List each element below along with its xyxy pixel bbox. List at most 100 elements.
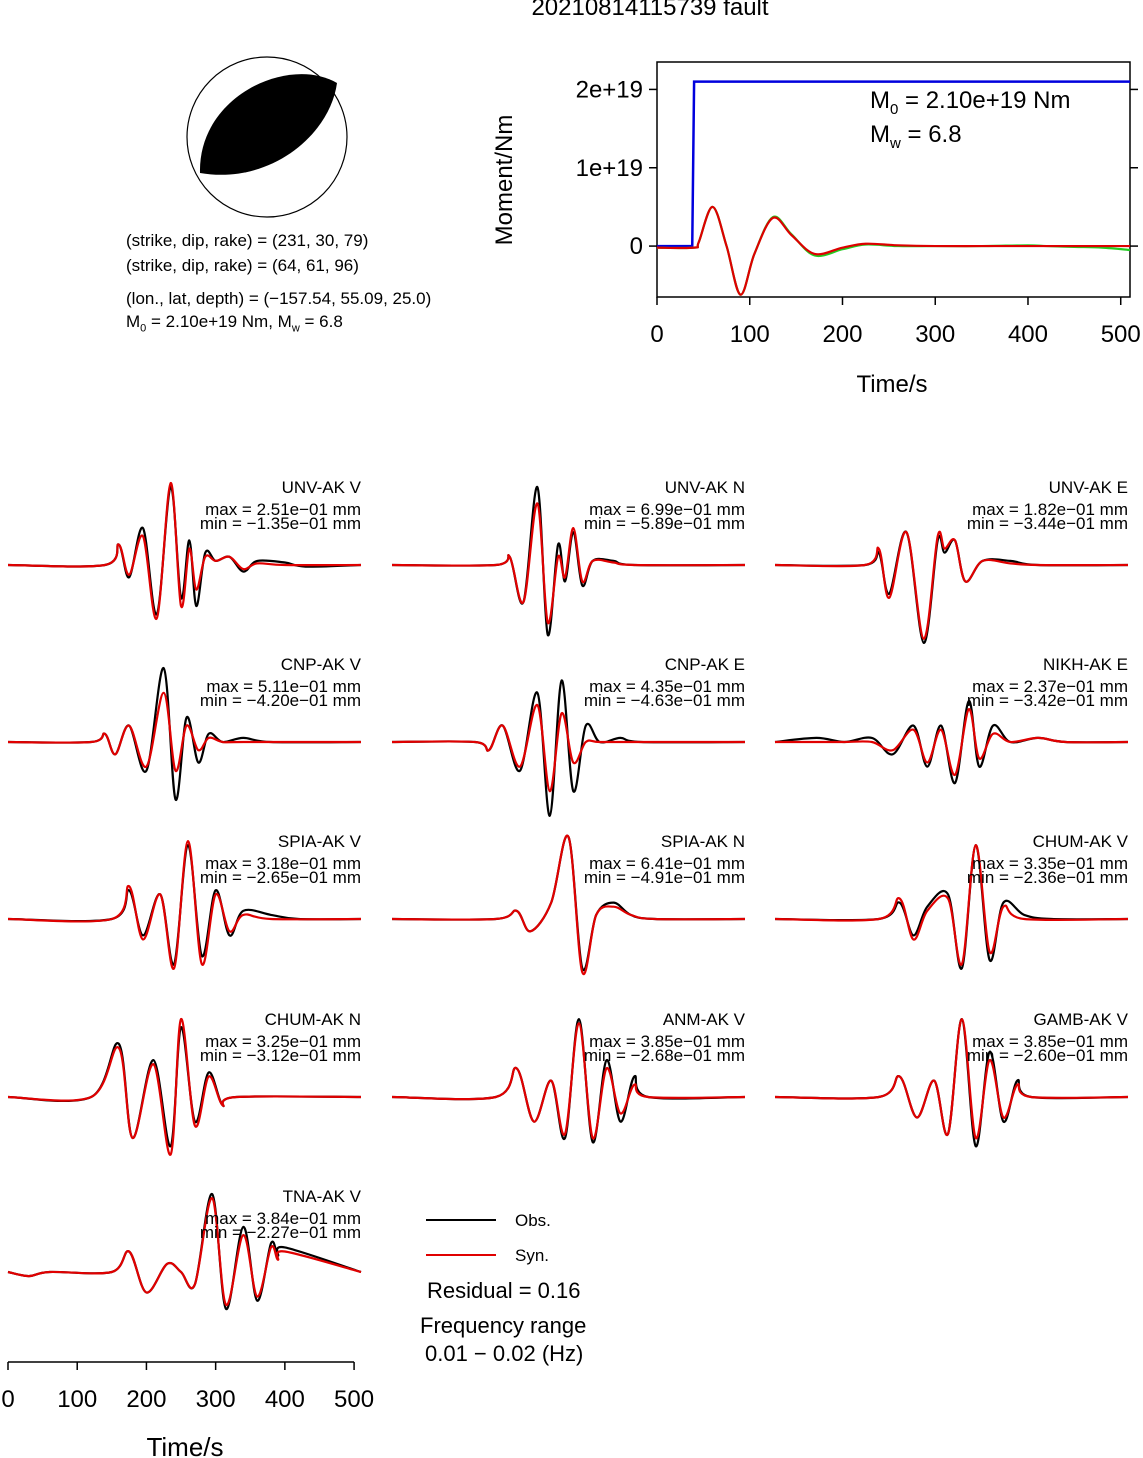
synthetic-waveform bbox=[7, 1197, 362, 1306]
station-name: UNV-AK N bbox=[665, 478, 745, 497]
station-min: min = −3.44e−01 mm bbox=[967, 514, 1128, 533]
synthetic-waveform bbox=[7, 481, 362, 620]
station-min: min = −2.27e−01 mm bbox=[200, 1223, 361, 1242]
station-name: CNP-AK V bbox=[281, 655, 362, 674]
observed-waveform bbox=[774, 530, 1129, 645]
station-name: UNV-AK E bbox=[1049, 478, 1128, 497]
bottom-x-tick-label: 300 bbox=[196, 1386, 236, 1413]
moment-y-tick-label: 1e+19 bbox=[576, 155, 643, 182]
station-name: GAMB-AK V bbox=[1034, 1010, 1129, 1029]
synthetic-waveform bbox=[774, 844, 1129, 966]
station-min: min = −2.65e−01 mm bbox=[200, 868, 361, 887]
station-max: max = 3.35e−01 mm bbox=[972, 854, 1128, 873]
moment-annotation-m0: M0 = 2.10e+19 Nm bbox=[870, 87, 1070, 118]
frequency-range-value: 0.01 − 0.02 (Hz) bbox=[425, 1341, 584, 1366]
moment-y-axis-label: Moment/Nm bbox=[491, 115, 518, 246]
synthetic-waveform bbox=[7, 691, 361, 772]
synthetic-waveform bbox=[7, 839, 362, 970]
bottom-time-axis: Time/s 0 100 200 300 400 500 bbox=[1, 1361, 374, 1458]
bottom-x-axis-label: Time/s bbox=[146, 1432, 223, 1458]
station-name: CNP-AK E bbox=[665, 655, 745, 674]
beachball-compressional-quadrant bbox=[199, 74, 337, 175]
moment-y-tick-label: 2e+19 bbox=[576, 76, 643, 103]
station-max: max = 4.35e−01 mm bbox=[589, 677, 745, 696]
moment-x-tick-label: 100 bbox=[730, 321, 770, 348]
station-min: min = −4.20e−01 mm bbox=[200, 691, 361, 710]
mechanism-location: (lon., lat, depth) = (−157.54, 55.09, 25… bbox=[126, 289, 432, 308]
moment-x-tick-label: 300 bbox=[915, 321, 955, 348]
bottom-x-tick-label: 400 bbox=[265, 1386, 305, 1413]
moment-chart: 0 1e+19 2e+19 0 100 200 300 400 500 Moment/Nm Ti… bbox=[491, 61, 1141, 398]
synthetic-waveform bbox=[391, 1022, 746, 1140]
station-min: min = −5.89e−01 mm bbox=[584, 514, 745, 533]
station-max: max = 2.51e−01 mm bbox=[205, 500, 361, 519]
moment-series bbox=[656, 80, 1131, 296]
cumulative-moment-line bbox=[657, 80, 1130, 248]
synthetic-waveform bbox=[774, 1017, 1129, 1140]
station-max: max = 3.84e−01 mm bbox=[205, 1209, 361, 1228]
station-min: min = −3.12e−01 mm bbox=[200, 1046, 361, 1065]
station-name: SPIA-AK N bbox=[661, 832, 745, 851]
moment-x-tick-label: 400 bbox=[1008, 321, 1048, 348]
station-max: max = 3.18e−01 mm bbox=[205, 854, 361, 873]
station-min: min = −2.68e−01 mm bbox=[584, 1046, 745, 1065]
synthetic-waveform bbox=[391, 834, 746, 976]
chart-title: 20210814115739 fault bbox=[531, 0, 769, 21]
moment-axes: 0 1e+19 2e+19 0 100 200 300 400 500 bbox=[576, 76, 1141, 348]
synthetic-waveform bbox=[391, 502, 746, 625]
bottom-x-tick-label: 0 bbox=[1, 1386, 14, 1413]
station-max: max = 3.85e−01 mm bbox=[972, 1032, 1128, 1051]
moment-y-tick-label: 0 bbox=[630, 233, 643, 260]
station-min: min = −4.63e−01 mm bbox=[584, 691, 745, 710]
moment-x-tick-label: 200 bbox=[822, 321, 862, 348]
station-min: min = −2.36e−01 mm bbox=[967, 868, 1128, 887]
bottom-x-tick-label: 500 bbox=[334, 1386, 374, 1413]
moment-x-axis-label: Time/s bbox=[856, 371, 927, 398]
legend-obs-label: Obs. bbox=[515, 1211, 551, 1230]
moment-annotation-mw: Mw = 6.8 bbox=[870, 121, 962, 152]
residual-label: Residual = 0.16 bbox=[427, 1278, 581, 1303]
station-min: min = −3.42e−01 mm bbox=[967, 691, 1128, 710]
legend-syn-label: Syn. bbox=[515, 1246, 550, 1265]
station-max: max = 3.85e−01 mm bbox=[589, 1032, 745, 1051]
station-name: SPIA-AK V bbox=[278, 832, 362, 851]
station-max: max = 5.11e−01 mm bbox=[206, 677, 361, 696]
station-name: TNA-AK V bbox=[283, 1187, 362, 1206]
station-name: NIKH-AK E bbox=[1043, 655, 1128, 674]
station-min: min = −1.35e−01 mm bbox=[200, 514, 361, 533]
station-name: UNV-AK V bbox=[282, 478, 362, 497]
mechanism-plane-2: (strike, dip, rake) = (64, 61, 96) bbox=[126, 256, 359, 275]
observed-waveform bbox=[7, 485, 362, 616]
station-min: min = −2.60e−01 mm bbox=[967, 1046, 1128, 1065]
mechanism-plane-1: (strike, dip, rake) = (231, 30, 79) bbox=[126, 231, 369, 250]
moment-plot-frame bbox=[656, 61, 1131, 298]
station-name: ANM-AK V bbox=[663, 1010, 746, 1029]
station-max: max = 1.82e−01 mm bbox=[972, 500, 1128, 519]
mechanism-magnitude: M0 = 2.10e+19 Nm, Mw = 6.8 bbox=[126, 312, 343, 335]
station-max: max = 6.41e−01 mm bbox=[589, 854, 745, 873]
beachball bbox=[186, 56, 348, 218]
station-max: max = 3.25e−01 mm bbox=[205, 1032, 361, 1051]
synthetic-waveform bbox=[7, 1017, 362, 1156]
station-max: max = 2.37e−01 mm bbox=[972, 677, 1128, 696]
synthetic-waveform bbox=[774, 708, 1129, 776]
station-max: max = 6.99e−01 mm bbox=[589, 500, 745, 519]
frequency-range-label: Frequency range bbox=[420, 1313, 587, 1338]
bottom-x-tick-label: 200 bbox=[126, 1386, 166, 1413]
moment-rate-red-line bbox=[656, 205, 1130, 296]
synthetic-waveform bbox=[774, 530, 1129, 640]
